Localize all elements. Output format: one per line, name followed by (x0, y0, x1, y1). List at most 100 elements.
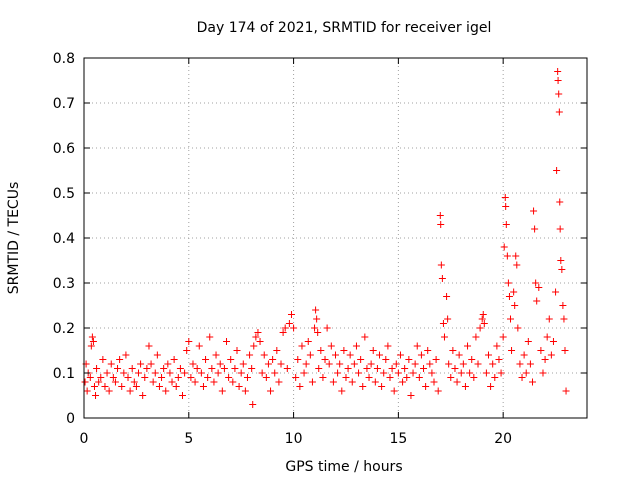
data-point (260, 351, 268, 359)
data-point (556, 198, 564, 206)
data-point (149, 378, 157, 386)
y-tick-label: 0.1 (53, 366, 75, 382)
data-point (549, 338, 557, 345)
data-point (518, 374, 526, 381)
data-point (457, 369, 465, 377)
data-point (365, 374, 373, 381)
data-point (556, 225, 564, 233)
data-point (380, 369, 388, 377)
data-point (524, 338, 532, 345)
data-point (143, 365, 151, 372)
data-point (461, 383, 469, 390)
data-point (187, 374, 195, 381)
data-point (545, 315, 553, 323)
data-point (443, 293, 451, 300)
data-point (439, 320, 447, 327)
data-point (267, 387, 275, 395)
data-point (229, 378, 237, 386)
data-point (420, 365, 428, 372)
data-point (327, 342, 335, 350)
data-point (437, 261, 445, 269)
data-point (258, 369, 266, 377)
data-point (166, 369, 174, 377)
data-point (271, 369, 279, 377)
data-point (503, 252, 511, 260)
data-point (367, 360, 375, 368)
data-point (306, 351, 314, 359)
data-point (440, 333, 448, 341)
data-point (191, 378, 199, 386)
data-point (355, 369, 363, 377)
data-point (466, 369, 474, 377)
data-point (555, 90, 563, 98)
data-point (128, 365, 136, 372)
x-tick-label: 20 (494, 431, 512, 447)
data-point (204, 374, 212, 381)
data-point (298, 342, 306, 350)
data-point (248, 365, 256, 372)
data-point (336, 360, 344, 368)
data-point (141, 374, 149, 381)
data-point (237, 369, 245, 377)
x-axis-title: GPS time / hours (285, 459, 402, 475)
data-point (554, 68, 562, 75)
data-point (292, 374, 300, 381)
data-point (103, 369, 111, 377)
data-point (168, 378, 176, 386)
data-point (444, 315, 452, 323)
data-point (99, 356, 107, 363)
data-point (202, 356, 210, 363)
data-point (164, 360, 172, 368)
data-point (139, 392, 147, 399)
data-point (533, 297, 541, 305)
data-point (507, 315, 515, 323)
data-point (378, 383, 386, 390)
data-point (560, 315, 568, 323)
data-point (512, 252, 520, 260)
data-point (497, 369, 505, 377)
y-tick-label: 0 (66, 411, 75, 427)
data-point (405, 356, 413, 363)
data-point (557, 257, 565, 264)
y-axis: 0 0.1 0.2 0.3 0.4 0.5 0.6 0.7 0.8 (53, 51, 587, 427)
data-point (212, 351, 220, 359)
data-point (373, 365, 381, 372)
data-point (231, 365, 239, 372)
data-point (235, 383, 243, 390)
data-point (478, 315, 486, 323)
x-tick-label: 5 (184, 431, 193, 447)
data-point (225, 374, 233, 381)
data-point (312, 306, 320, 314)
data-point (424, 347, 432, 354)
data-point (95, 378, 103, 386)
data-point (145, 342, 153, 350)
data-point (505, 293, 513, 300)
data-point (314, 329, 322, 336)
data-point (399, 378, 407, 386)
y-tick-label: 0.5 (53, 186, 75, 202)
data-point (296, 383, 304, 390)
data-point (535, 284, 543, 291)
data-point (275, 378, 283, 386)
data-point (409, 369, 417, 377)
data-point (132, 383, 140, 390)
data-point (426, 360, 434, 368)
data-point (553, 167, 561, 174)
data-point (218, 387, 226, 395)
data-point (227, 356, 235, 363)
data-point (394, 369, 402, 377)
data-point (449, 347, 457, 354)
data-point (86, 374, 94, 381)
data-point (285, 320, 293, 327)
data-point (151, 369, 159, 377)
data-point (445, 360, 453, 368)
data-point (287, 311, 295, 318)
data-point (522, 369, 530, 377)
data-point (531, 225, 539, 233)
data-point (352, 342, 360, 350)
data-point (552, 288, 560, 296)
data-point (109, 374, 117, 381)
data-point (130, 378, 138, 386)
data-point (294, 356, 302, 363)
